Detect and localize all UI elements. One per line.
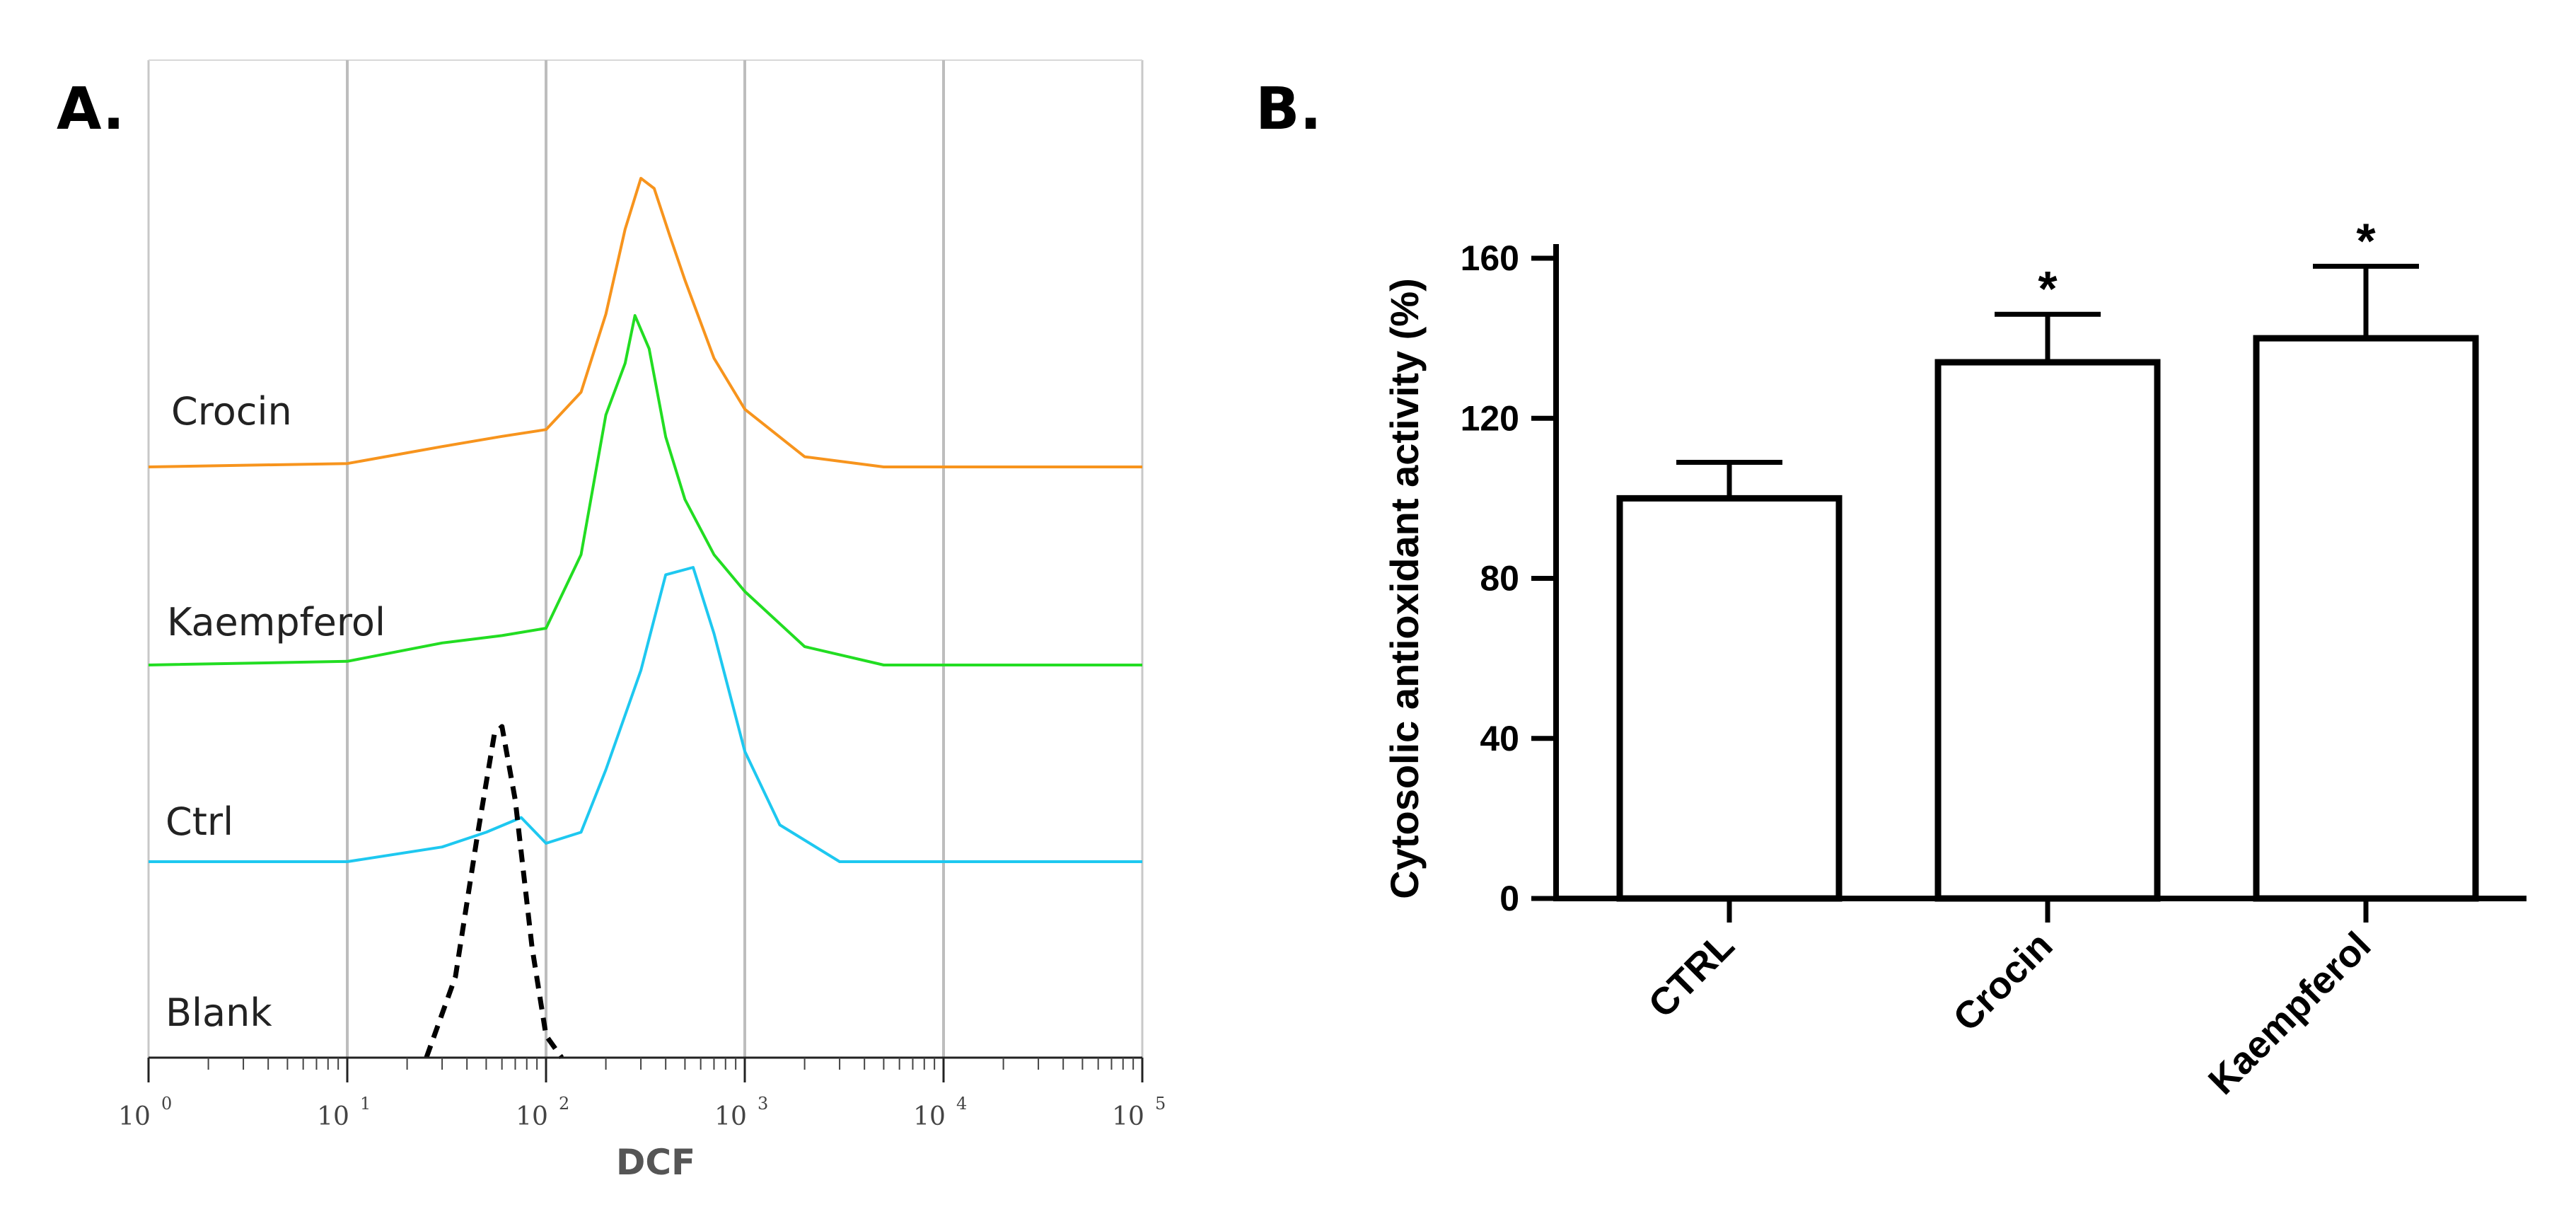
- panel-a-tick-label: 10: [118, 1102, 151, 1131]
- panel-a-tick-label: 10: [1112, 1102, 1144, 1131]
- panel-b-y-axis-title: Cytosolic antioxidant activity (%): [1382, 278, 1427, 899]
- series-label-ctrl: Ctrl: [166, 799, 233, 844]
- panel-a-x-tick-labels: 10 0 10 1 10 2 10 3 10 4 10 5: [118, 1094, 1166, 1131]
- panel-b-y-tick-label: 120: [1461, 398, 1519, 438]
- significance-star: *: [2038, 261, 2058, 316]
- panel-a-tick-label: 10: [516, 1102, 548, 1131]
- panel-b-y-ticks: 0 40 80 120 160: [1461, 238, 1556, 918]
- panel-b-plot: Cytosolic antioxidant activity (%) 0 40 80…: [1382, 213, 2526, 1103]
- panel-a-x-axis-title: DCF: [616, 1142, 695, 1183]
- panel-a-tick-exponent: 0: [161, 1094, 172, 1114]
- panel-a-tick-exponent: 3: [758, 1094, 768, 1114]
- panel-a-tick-exponent: 5: [1155, 1094, 1166, 1114]
- histogram-kaempferol: [148, 314, 1142, 666]
- histogram-blank: [424, 724, 564, 1060]
- category-label-ctrl: CTRL: [1640, 924, 1742, 1026]
- panel-a-label: A.: [57, 76, 124, 143]
- panel-b-y-tick-label: 80: [1480, 559, 1519, 599]
- panel-a-tick-exponent: 2: [559, 1094, 569, 1114]
- panel-b-x-ticks: CTRL Crocin Kaempferol: [1640, 898, 2379, 1103]
- panel-a-histograms: [148, 177, 1142, 1060]
- bar-crocin: [1934, 359, 2161, 902]
- panel-b-bars: **: [1616, 213, 2479, 902]
- series-label-crocin: Crocin: [171, 389, 292, 434]
- bar-kaempferol: [2253, 335, 2479, 902]
- histogram-ctrl: [149, 566, 1142, 863]
- series-label-blank: Blank: [166, 990, 272, 1035]
- panel-a-tick-exponent: 1: [360, 1094, 371, 1114]
- panel-a-gridlines: [346, 60, 945, 1058]
- panel-b-y-tick-label: 0: [1499, 879, 1519, 918]
- panel-a-tick-exponent: 4: [956, 1094, 967, 1114]
- panel-b-y-tick-label: 160: [1461, 238, 1519, 278]
- category-label-crocin: Crocin: [1945, 924, 2060, 1039]
- panel-a-x-ticks: [147, 1058, 1144, 1082]
- histogram-crocin: [148, 177, 1142, 468]
- panel-b-y-tick-label: 40: [1480, 719, 1519, 758]
- significance-star: *: [2356, 213, 2376, 268]
- panel-a-tick-label: 10: [913, 1102, 946, 1131]
- panel-a-tick-label: 10: [714, 1102, 747, 1131]
- panel-a-tick-label: 10: [317, 1102, 349, 1131]
- category-label-kaempferol: Kaempferol: [2200, 924, 2379, 1103]
- panel-b-label: B.: [1255, 76, 1322, 143]
- panel-a-plot: 10 0 10 1 10 2 10 3 10 4 10 5 Crocin Kaempferol Ctr…: [118, 59, 1166, 1183]
- bar-ctrl: [1616, 495, 1843, 902]
- series-label-kaempferol: Kaempferol: [167, 600, 385, 644]
